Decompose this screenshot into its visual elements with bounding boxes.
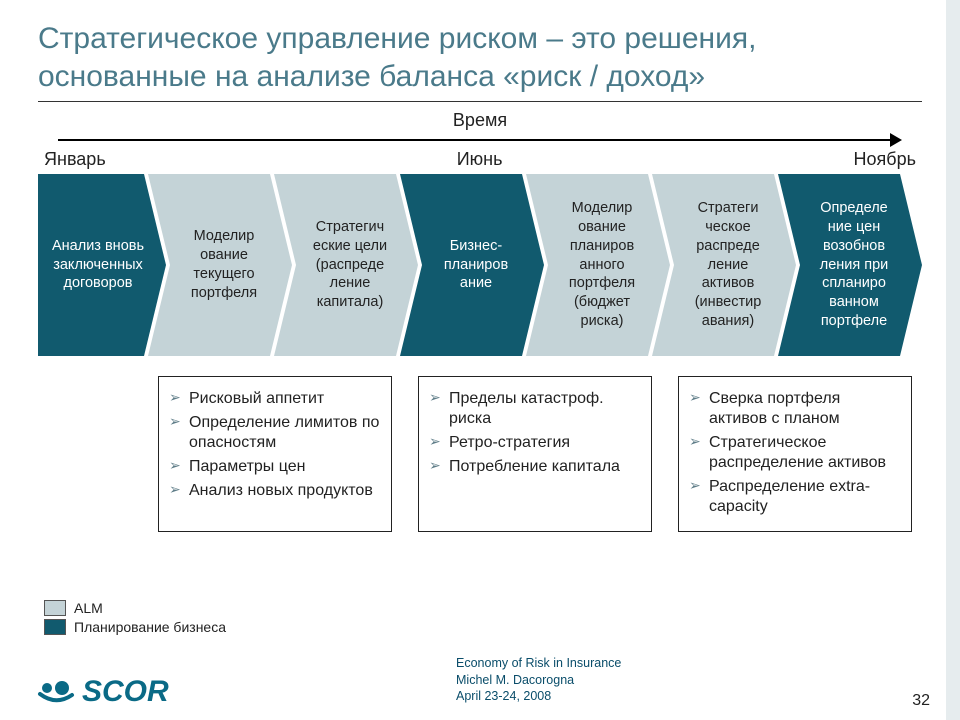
callout-1: Рисковый аппетит Определение лимитов по о… (158, 376, 392, 532)
step-label: Определе ние цен возобнов ления при спла… (808, 199, 900, 331)
slide: Стратегическое управление риском – это р… (0, 0, 960, 720)
legend-swatch (44, 619, 66, 635)
callout-item: Распределение extra-capacity (689, 477, 901, 517)
legend-item-1: ALM (44, 600, 226, 616)
footer: SCOR Economy of Risk in Insurance Michel… (36, 666, 930, 710)
process-step-2: Моделир ование текущего портфеля (148, 174, 292, 356)
process-step-7: Определе ние цен возобнов ления при спла… (778, 174, 922, 356)
process-steps: Анализ вновь заключенных договоров Модели… (38, 174, 922, 356)
legend-label: Планирование бизнеса (74, 619, 226, 635)
legend-item-2: Планирование бизнеса (44, 619, 226, 635)
footer-reference: Economy of Risk in Insurance Michel M. D… (456, 655, 621, 704)
process-step-1: Анализ вновь заключенных договоров (38, 174, 166, 356)
callout-item: Ретро-стратегия (429, 433, 641, 453)
callout-item: Стратегическое распределение активов (689, 433, 901, 473)
timeline-label: Время (38, 110, 922, 131)
step-label: Стратеги ческое распреде ление активов (… (682, 199, 774, 331)
month-start: Январь (44, 149, 106, 170)
callout-item: Потребление капитала (429, 457, 641, 477)
callout-item: Пределы катастроф. риска (429, 389, 641, 429)
callout-item: Определение лимитов по опасностям (169, 413, 381, 453)
callout-2: Пределы катастроф. риска Ретро-стратегия П… (418, 376, 652, 532)
step-label: Стратегич еские цели (распреде ление кап… (304, 218, 396, 312)
logo-scor: SCOR (36, 666, 206, 710)
callout-item: Сверка портфеля активов с планом (689, 389, 901, 429)
legend-label: ALM (74, 600, 103, 616)
callouts: Рисковый аппетит Определение лимитов по о… (158, 376, 912, 532)
title-divider (38, 101, 922, 102)
ref-line-1: Economy of Risk in Insurance (456, 655, 621, 671)
process-step-6: Стратеги ческое распреде ление активов (… (652, 174, 796, 356)
logo-text: SCOR (82, 675, 169, 708)
timeline-months: Январь Июнь Ноябрь (44, 149, 916, 170)
legend: ALM Планирование бизнеса (44, 597, 226, 638)
timeline: Время Январь Июнь Ноябрь Анализ вновь за… (38, 110, 922, 356)
timeline-arrow (58, 133, 902, 147)
month-mid: Июнь (457, 149, 503, 170)
step-label: Моделир ование планиров анного портфеля … (556, 199, 648, 331)
slide-title: Стратегическое управление риском – это р… (38, 20, 922, 95)
callout-item: Параметры цен (169, 457, 381, 477)
step-label: Анализ вновь заключенных договоров (52, 237, 144, 294)
process-step-5: Моделир ование планиров анного портфеля … (526, 174, 670, 356)
callout-3: Сверка портфеля активов с планомСтратеги… (678, 376, 912, 532)
callout-item: Анализ новых продуктов (169, 481, 381, 501)
callout-item: Рисковый аппетит (169, 389, 381, 409)
legend-swatch (44, 600, 66, 616)
process-step-4: Бизнес- планиров ание (400, 174, 544, 356)
step-label: Моделир ование текущего портфеля (178, 227, 270, 302)
ref-line-2: Michel M. Dacorogna (456, 672, 621, 688)
process-step-3: Стратегич еские цели (распреде ление кап… (274, 174, 418, 356)
month-end: Ноябрь (854, 149, 916, 170)
step-label: Бизнес- планиров ание (430, 237, 522, 294)
ref-line-3: April 23-24, 2008 (456, 688, 621, 704)
page-number: 32 (912, 692, 930, 710)
